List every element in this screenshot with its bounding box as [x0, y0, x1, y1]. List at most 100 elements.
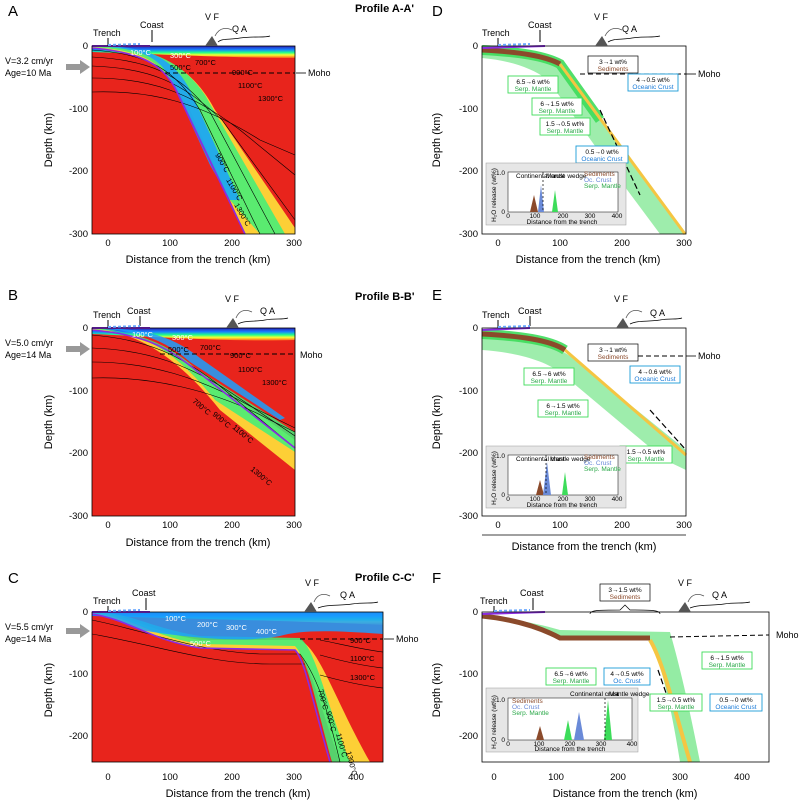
inset-x-tick: 300 [585, 496, 596, 503]
y-tick: -100 [69, 104, 88, 115]
inset-x-tick: 400 [612, 496, 623, 503]
x-tick: 300 [286, 772, 302, 783]
y-axis: 0 -100 -200 Depth (km) [43, 607, 88, 742]
inset-y-tick: 0 [501, 492, 505, 499]
release-box-sediments: 3→1 wt% Sediments [587, 55, 639, 74]
release-source: Serp. Mantle [545, 410, 582, 417]
isotherm-label: 500°C [168, 345, 190, 354]
cold-surface-layer [92, 46, 295, 58]
y-tick: -200 [459, 448, 478, 459]
inset-x-tick: 200 [558, 496, 569, 503]
release-source: Oceanic Crust [632, 84, 673, 91]
inset-peak-sediments [536, 480, 544, 495]
trench-label: Trench [482, 310, 510, 320]
volcano-icon [304, 602, 317, 612]
ocean-surface [107, 609, 141, 612]
panel-e: E 0 100 200 300 Distance from the trench… [431, 287, 721, 553]
isotherm-label: 100°C [165, 614, 187, 623]
panel-b: B Profile B-B' 100°C 300°C 500°C 700°C 9… [5, 287, 415, 549]
isotherm-line [91, 347, 296, 437]
isotherm-label: 1300°C [350, 673, 376, 682]
inset-right-label: Mantle wedge [609, 691, 650, 698]
slab-green-zone [92, 46, 285, 234]
y-tick: -200 [69, 448, 88, 459]
volcano-icon [678, 602, 691, 612]
x-axis-title: Distance from the trench (km) [516, 254, 661, 266]
slab-top-line [91, 329, 296, 449]
volcanic-front-label: V F [305, 578, 320, 588]
y-tick: -200 [69, 166, 88, 177]
inset-y-title: H₂O release (wt%) [491, 695, 498, 749]
inset-left-label: Continental crust [516, 173, 565, 180]
release-box-oceanic-crust: 4→0.5 wt% Oceanic Crust [627, 73, 679, 92]
isotherm-label: 300°C [172, 333, 194, 342]
quaternary-arc-label: Q A [340, 590, 355, 600]
age-label: Age=14 Ma [5, 634, 51, 644]
isotherm-label: 500°C [170, 63, 192, 72]
coast-label: Coast [127, 306, 151, 316]
isotherm-line [319, 674, 384, 689]
inset-peak-serp [604, 700, 612, 740]
isotherm-line [91, 77, 296, 176]
quaternary-arc-label: Q A [232, 24, 247, 34]
arc-brace [317, 601, 379, 609]
x-tick: 100 [552, 520, 568, 531]
inset-peak-sediments [536, 726, 544, 740]
y-tick: -300 [459, 511, 478, 522]
inset-x-tick: 300 [596, 741, 607, 748]
x-tick: 200 [610, 772, 626, 783]
panel-letter: B [8, 287, 18, 304]
inset-x-tick: 200 [565, 741, 576, 748]
isotherm-label: 200°C [197, 620, 219, 629]
y-tick: -100 [459, 104, 478, 115]
y-tick: 0 [83, 323, 88, 334]
release-value: 6.5→6 wt% [554, 671, 587, 678]
release-source: Serp. Mantle [547, 128, 584, 135]
plate-motion-arrow [66, 60, 90, 74]
age-label: Age=10 Ma [5, 68, 51, 78]
isotherm-line [319, 639, 384, 653]
moho-label: Moho [776, 630, 799, 640]
volcanic-front-label: V F [614, 294, 629, 304]
release-value: 4→0.5 wt% [610, 671, 643, 678]
trench-label: Trench [482, 28, 510, 38]
y-tick: 0 [473, 607, 478, 618]
y-axis: 0 -100 -200 -300 Depth (km) [43, 41, 88, 240]
x-tick: 0 [495, 520, 500, 531]
plot-frame [91, 611, 384, 763]
profile-title: Profile A-A' [355, 3, 414, 15]
moho-label: Moho [308, 68, 331, 78]
inset-left-label: Continental crust [570, 691, 619, 698]
quaternary-arc-label: Q A [650, 308, 665, 318]
release-value: 3→1 wt% [599, 347, 627, 354]
x-axis-title: Distance from the trench (km) [166, 788, 311, 800]
release-source: Serp. Mantle [709, 662, 746, 669]
release-box-oceanic-crust: 4→0.6 wt% Oceanic Crust [629, 365, 681, 384]
y-axis-title: Depth (km) [431, 663, 443, 717]
x-tick: 200 [224, 520, 240, 531]
x-axis-title: Distance from the trench (km) [126, 537, 271, 549]
release-value: 0.5→0 wt% [585, 149, 618, 156]
inset-x-tick: 0 [506, 496, 510, 503]
y-tick: -200 [69, 731, 88, 742]
release-value: 1.5→0.5 wt% [546, 121, 585, 128]
isotherm-line [91, 91, 296, 156]
inset-y-tick: 1.0 [496, 697, 505, 704]
sediment-layer [481, 331, 567, 353]
y-tick: -200 [459, 731, 478, 742]
inset-x-tick: 0 [506, 213, 510, 220]
release-value: 1.5→0.5 wt% [657, 697, 696, 704]
release-source: Serp. Mantle [553, 678, 590, 685]
isotherm-label: 700°C [200, 343, 222, 352]
slab-front [648, 638, 692, 763]
release-box-serp-mantle: 6.5→6 wt% Serp. Mantle [545, 667, 597, 686]
plot-frame [91, 45, 296, 235]
age-label: Age=14 Ma [5, 350, 51, 360]
h2o-release-inset: Continental crust Mantle wedge Sediments… [485, 445, 627, 509]
release-value: 6.5→6 wt% [532, 371, 565, 378]
trench-label: Trench [93, 310, 121, 320]
release-box-oceanic-crust: 0.5→0 wt% Oceanic Crust [709, 693, 763, 712]
isotherm-label: 1300°C [258, 94, 284, 103]
x-tick: 100 [162, 772, 178, 783]
